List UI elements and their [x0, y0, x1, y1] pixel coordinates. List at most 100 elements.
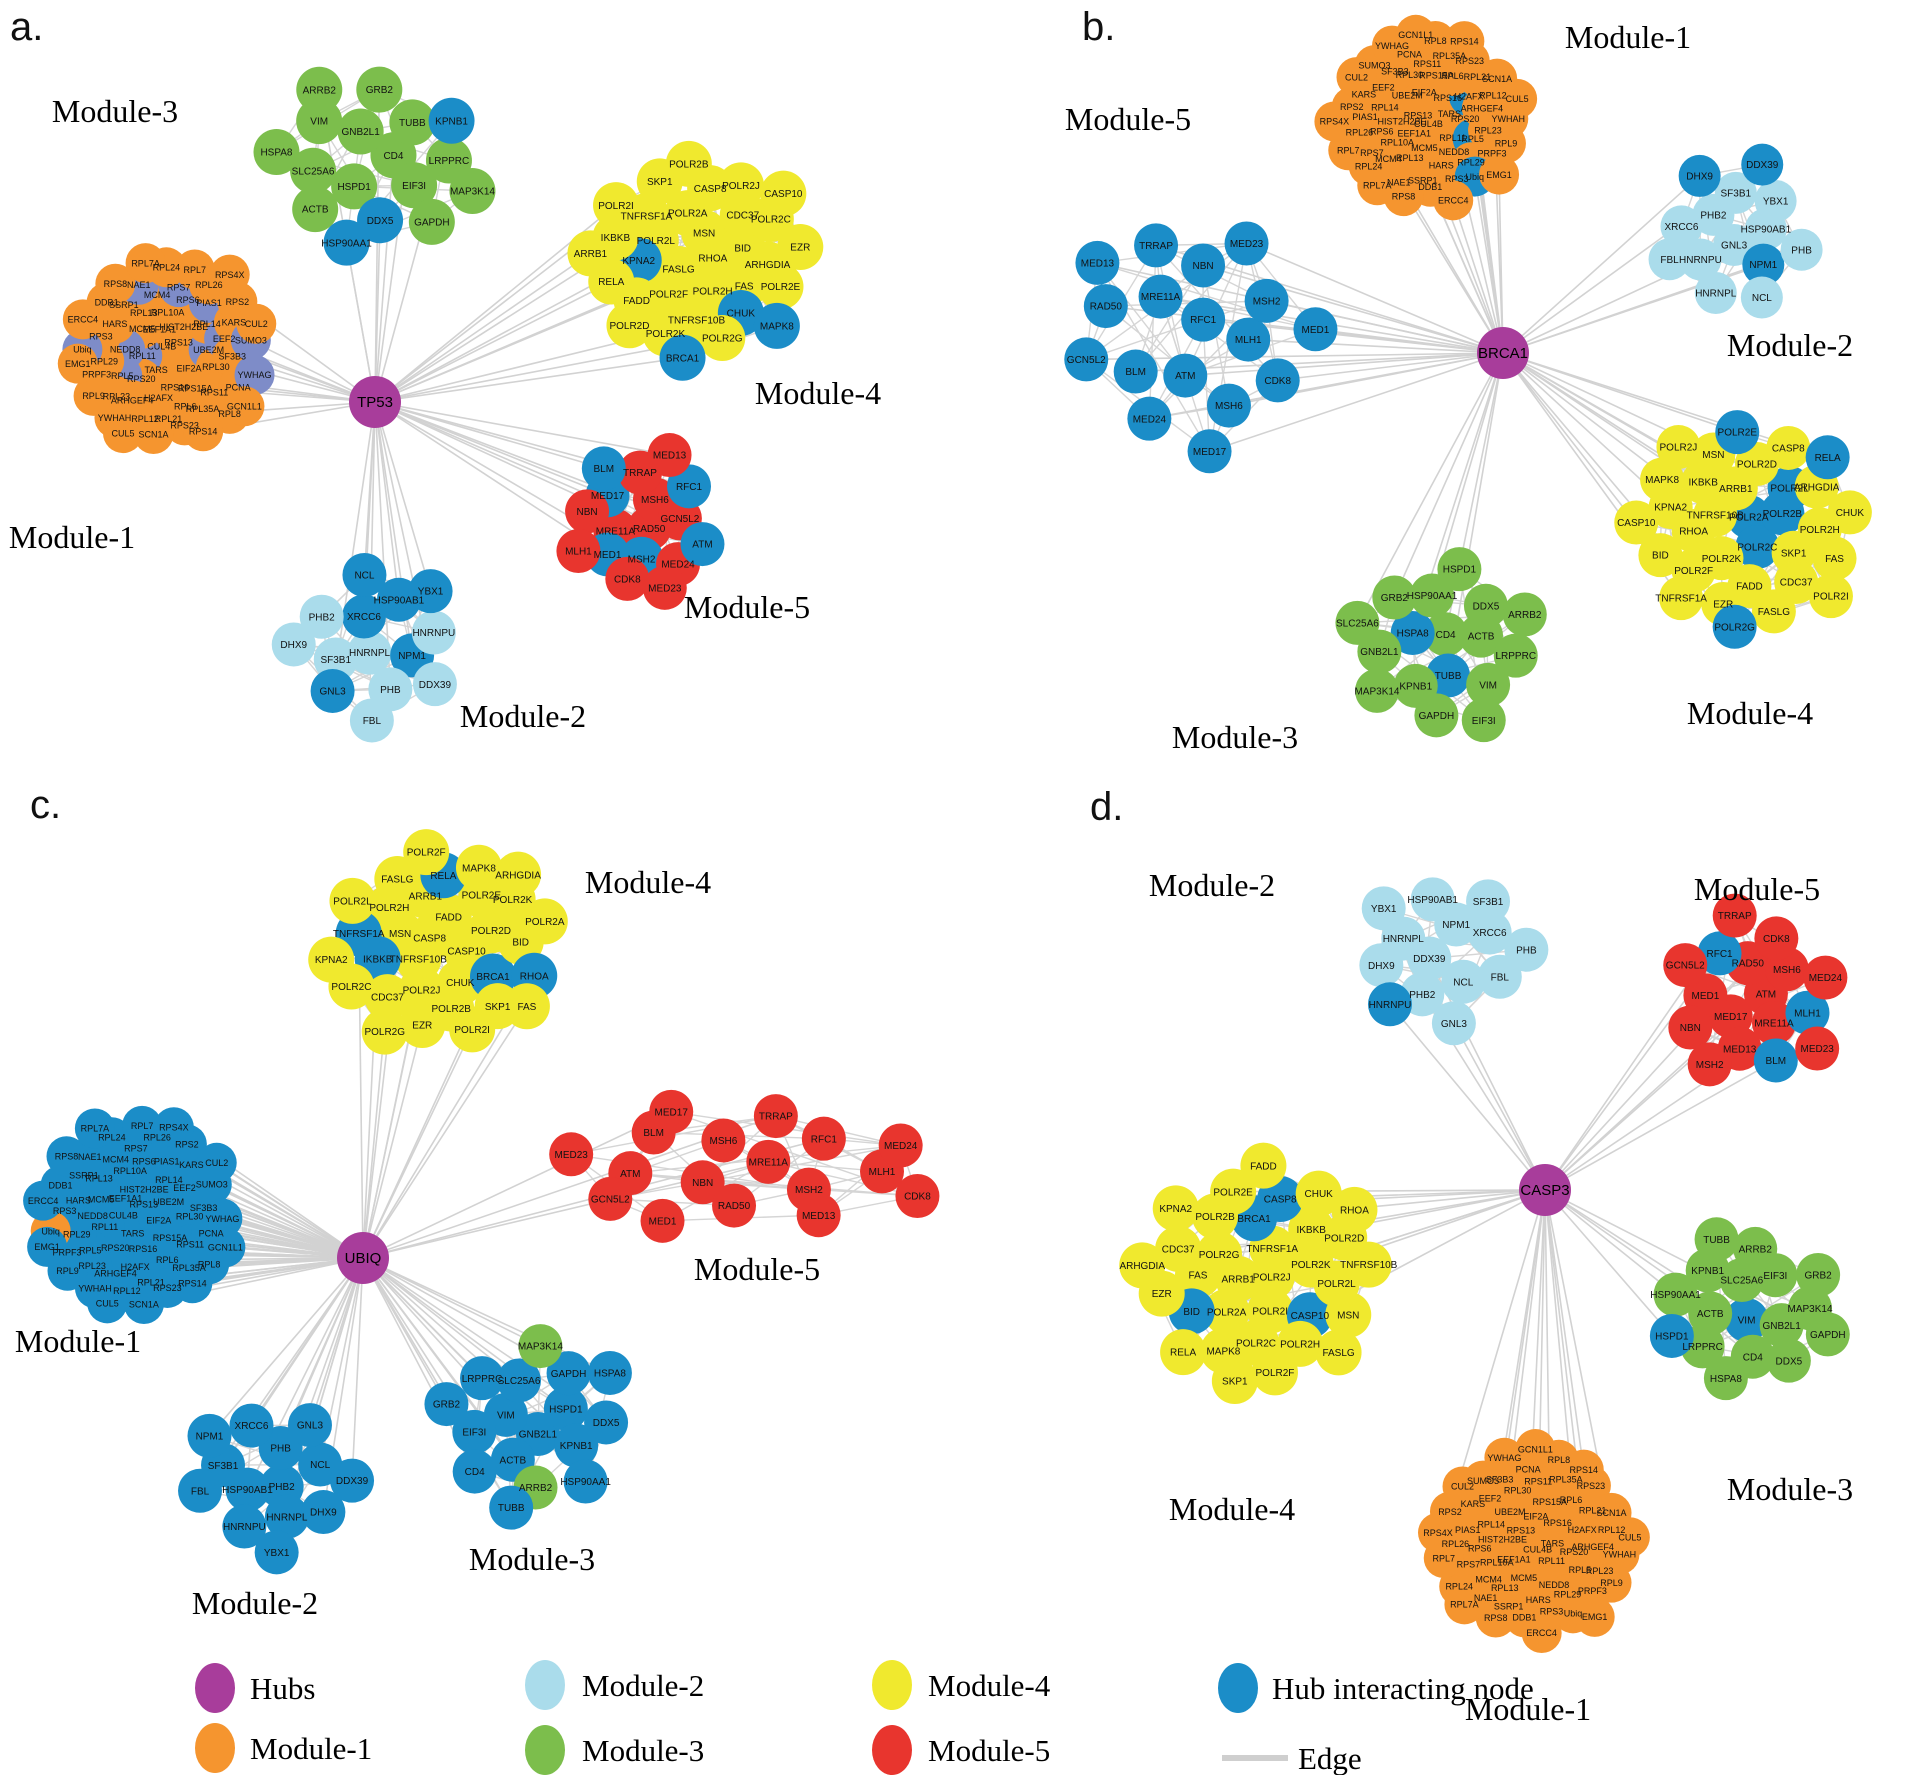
- node-fbl[interactable]: [1648, 238, 1691, 281]
- node-mlh1[interactable]: [556, 528, 601, 573]
- node-rfc1[interactable]: [1697, 931, 1742, 976]
- node-xrcc6[interactable]: [1467, 910, 1512, 955]
- node-med17[interactable]: [649, 1089, 694, 1134]
- node-eif3i[interactable]: [1461, 698, 1506, 743]
- node-sf3b1[interactable]: [1466, 879, 1511, 924]
- node-vim[interactable]: [1466, 662, 1511, 707]
- node-emg1[interactable]: [1479, 154, 1520, 195]
- node-ezr[interactable]: [777, 224, 824, 271]
- node-polr2f[interactable]: [403, 829, 450, 876]
- node-trrap[interactable]: [1712, 893, 1757, 938]
- node-mapk8[interactable]: [1640, 457, 1685, 502]
- node-msh6[interactable]: [1206, 383, 1251, 428]
- node-casp8[interactable]: [1766, 425, 1811, 470]
- node-cul2[interactable]: [1336, 57, 1377, 98]
- node-emg1[interactable]: [57, 343, 98, 384]
- node-scn1a[interactable]: [133, 414, 174, 455]
- node-msh2[interactable]: [1687, 1042, 1732, 1087]
- node-ncl[interactable]: [1441, 959, 1486, 1004]
- node-cdk8[interactable]: [895, 1174, 940, 1219]
- node-actb[interactable]: [1688, 1291, 1733, 1336]
- node-med17[interactable]: [1187, 429, 1232, 474]
- node-hspd1[interactable]: [1649, 1313, 1694, 1358]
- node-rfc1[interactable]: [667, 464, 712, 509]
- node-npm1[interactable]: [1742, 243, 1785, 286]
- node-gapdh[interactable]: [408, 198, 455, 245]
- node-kpna2[interactable]: [1152, 1185, 1199, 1232]
- node-hsp90aa1[interactable]: [1410, 573, 1455, 618]
- node-fbl[interactable]: [349, 698, 394, 743]
- node-polr2a[interactable]: [1203, 1288, 1250, 1335]
- node-hspa8[interactable]: [253, 129, 300, 176]
- node-tnfrsf1a[interactable]: [1659, 576, 1704, 621]
- node-mre11a[interactable]: [1138, 274, 1183, 319]
- node-arrb2[interactable]: [1733, 1226, 1778, 1271]
- node-ywhag[interactable]: [1484, 1437, 1525, 1478]
- node-faslg[interactable]: [1751, 589, 1796, 634]
- node-gcn5l2[interactable]: [1663, 943, 1708, 988]
- node-mre11a[interactable]: [1751, 1001, 1796, 1046]
- node-polr2g[interactable]: [699, 315, 746, 362]
- node-ywhag[interactable]: [202, 1198, 243, 1239]
- node-casp10[interactable]: [760, 170, 807, 217]
- node-cd4[interactable]: [1423, 612, 1468, 657]
- node-xrcc6[interactable]: [341, 594, 386, 639]
- node-rps14[interactable]: [1563, 1449, 1604, 1490]
- node-ezr[interactable]: [399, 1001, 446, 1048]
- node-gcn1l1[interactable]: [1515, 1429, 1556, 1470]
- node-ddx5[interactable]: [357, 197, 404, 244]
- node-gnl3[interactable]: [287, 1403, 332, 1448]
- node-polr2b[interactable]: [665, 140, 712, 187]
- node-slc25a6[interactable]: [290, 147, 337, 194]
- node-rpl9[interactable]: [73, 375, 114, 416]
- node-rps4x[interactable]: [209, 254, 250, 295]
- node-cul5[interactable]: [1609, 1517, 1650, 1558]
- node-rad50[interactable]: [712, 1183, 757, 1228]
- node-cul5[interactable]: [87, 1283, 128, 1324]
- node-gapdh[interactable]: [546, 1351, 591, 1396]
- node-lrpprc[interactable]: [460, 1356, 505, 1401]
- node-faslg[interactable]: [374, 856, 421, 903]
- node-med13[interactable]: [647, 433, 692, 478]
- node-cd4[interactable]: [452, 1449, 497, 1494]
- node-slc25a6[interactable]: [497, 1358, 542, 1403]
- node-cdk8[interactable]: [605, 556, 650, 601]
- node-cul2[interactable]: [1442, 1466, 1483, 1507]
- hub-node-brca1[interactable]: [1477, 327, 1529, 379]
- node-fadd[interactable]: [1240, 1142, 1287, 1189]
- node-gcn1l1[interactable]: [1395, 14, 1436, 55]
- node-tubb[interactable]: [1694, 1217, 1739, 1262]
- node-polr2e[interactable]: [1715, 410, 1760, 455]
- node-ybx1[interactable]: [1361, 886, 1406, 931]
- node-nbn[interactable]: [680, 1160, 725, 1205]
- node-gcn5l2[interactable]: [1064, 337, 1109, 382]
- node-med1[interactable]: [1293, 307, 1338, 352]
- node-rps8[interactable]: [1475, 1597, 1516, 1638]
- node-chuk[interactable]: [1827, 490, 1872, 535]
- node-fas[interactable]: [503, 983, 550, 1030]
- node-cul5[interactable]: [102, 413, 143, 454]
- node-polr2g[interactable]: [1712, 604, 1757, 649]
- node-blm[interactable]: [581, 446, 626, 491]
- node-cul2[interactable]: [236, 303, 277, 344]
- node-trrap[interactable]: [1134, 223, 1179, 268]
- node-fas[interactable]: [1812, 536, 1857, 581]
- node-rpl7[interactable]: [174, 249, 215, 290]
- node-med24[interactable]: [1127, 396, 1172, 441]
- node-gapdh[interactable]: [1805, 1312, 1850, 1357]
- node-dhx9[interactable]: [1359, 943, 1404, 988]
- node-rpl7a[interactable]: [74, 1108, 115, 1149]
- node-bid[interactable]: [1638, 533, 1683, 578]
- node-gnb2l1[interactable]: [337, 108, 384, 155]
- node-med23[interactable]: [549, 1132, 594, 1177]
- node-nbn[interactable]: [1668, 1005, 1713, 1050]
- node-polr2j[interactable]: [1656, 425, 1701, 470]
- node-vim[interactable]: [1724, 1297, 1769, 1342]
- node-cdc37[interactable]: [364, 974, 411, 1021]
- node-skp1[interactable]: [1211, 1357, 1258, 1404]
- node-slc25a6[interactable]: [1335, 600, 1380, 645]
- node-polr2i[interactable]: [1808, 574, 1853, 619]
- node-cdk8[interactable]: [1754, 916, 1799, 961]
- node-arrb2[interactable]: [1502, 592, 1547, 637]
- node-cul2[interactable]: [196, 1142, 237, 1183]
